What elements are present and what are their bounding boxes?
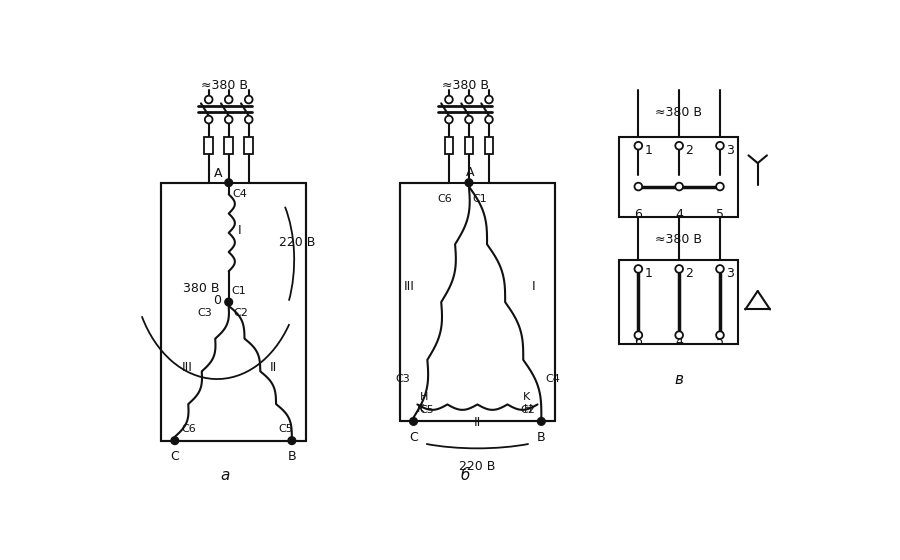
Circle shape: [675, 142, 683, 150]
Circle shape: [485, 96, 493, 104]
Text: 2: 2: [685, 144, 693, 157]
Text: 220 В: 220 В: [459, 460, 496, 473]
Circle shape: [205, 116, 212, 123]
Circle shape: [225, 116, 232, 123]
Bar: [619, 260, 738, 344]
Bar: [464, 137, 473, 154]
Text: C2: C2: [520, 405, 536, 416]
Text: II: II: [473, 416, 481, 429]
Text: C: C: [410, 431, 418, 444]
Circle shape: [225, 96, 232, 104]
Circle shape: [675, 265, 683, 273]
Circle shape: [288, 437, 296, 445]
Circle shape: [634, 183, 643, 190]
Circle shape: [716, 265, 724, 273]
Circle shape: [225, 179, 232, 186]
Text: C: C: [170, 450, 179, 463]
Text: 4: 4: [675, 208, 683, 221]
Text: C6: C6: [181, 424, 195, 435]
Text: 6: 6: [634, 335, 643, 348]
Circle shape: [675, 332, 683, 339]
Circle shape: [245, 96, 253, 104]
Text: C2: C2: [233, 308, 248, 318]
Circle shape: [675, 183, 683, 190]
Circle shape: [465, 116, 472, 123]
Text: C3: C3: [197, 308, 211, 318]
Text: 220 В: 220 В: [279, 236, 315, 249]
Text: H: H: [524, 404, 532, 414]
Text: ≈380 В: ≈380 В: [202, 79, 248, 92]
Bar: [204, 137, 213, 154]
Bar: [245, 137, 253, 154]
Circle shape: [245, 116, 253, 123]
Text: I: I: [238, 225, 241, 237]
Text: A: A: [213, 167, 222, 180]
Text: B: B: [537, 431, 545, 444]
Text: ≈380 В: ≈380 В: [655, 106, 702, 119]
Text: ≈380 В: ≈380 В: [442, 79, 489, 92]
Text: I: I: [532, 280, 536, 293]
Circle shape: [537, 418, 545, 425]
Text: а: а: [220, 468, 230, 483]
Text: III: III: [403, 280, 414, 293]
Text: в: в: [674, 371, 683, 386]
Text: 5: 5: [716, 208, 724, 221]
Circle shape: [634, 142, 643, 150]
Text: H: H: [419, 392, 428, 402]
Text: ≈380 В: ≈380 В: [655, 233, 702, 246]
Text: B: B: [287, 450, 296, 463]
Text: C3: C3: [395, 374, 410, 384]
Text: 5: 5: [716, 335, 724, 348]
Text: 1: 1: [644, 144, 652, 157]
Circle shape: [634, 265, 643, 273]
Circle shape: [446, 96, 453, 104]
Circle shape: [716, 332, 724, 339]
Circle shape: [465, 179, 472, 186]
Text: K: K: [418, 404, 425, 414]
Text: C4: C4: [232, 189, 248, 199]
Text: C1: C1: [472, 194, 488, 204]
Text: 2: 2: [685, 267, 693, 281]
Circle shape: [205, 96, 212, 104]
Bar: [445, 137, 454, 154]
Circle shape: [446, 116, 453, 123]
Circle shape: [716, 183, 724, 190]
Text: C4: C4: [545, 374, 560, 384]
Text: 4: 4: [675, 335, 683, 348]
Text: III: III: [182, 361, 193, 374]
Circle shape: [634, 332, 643, 339]
Text: 1: 1: [644, 267, 652, 281]
Text: 380 В: 380 В: [183, 282, 219, 295]
Text: б: б: [461, 468, 470, 483]
Text: C1: C1: [231, 286, 246, 296]
Text: C5: C5: [419, 405, 435, 416]
Text: 6: 6: [634, 208, 643, 221]
Text: 3: 3: [726, 144, 734, 157]
Text: C5: C5: [278, 424, 293, 435]
Circle shape: [485, 116, 493, 123]
Text: A: A: [466, 166, 474, 179]
Text: K: K: [523, 392, 530, 402]
Bar: [161, 183, 306, 441]
Text: II: II: [269, 361, 277, 374]
Circle shape: [225, 298, 232, 306]
Bar: [400, 183, 555, 422]
Circle shape: [410, 418, 418, 425]
Bar: [224, 137, 233, 154]
Circle shape: [171, 437, 179, 445]
Bar: [619, 137, 738, 217]
Text: 0: 0: [213, 294, 221, 307]
Bar: [485, 137, 493, 154]
Circle shape: [716, 142, 724, 150]
Text: 3: 3: [726, 267, 734, 281]
Circle shape: [465, 96, 472, 104]
Text: C6: C6: [437, 194, 452, 204]
